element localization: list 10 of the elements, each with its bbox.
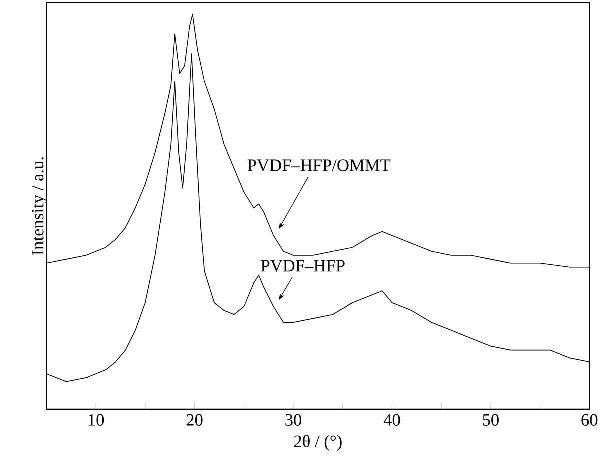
- x-axis-title: 2θ / (°): [294, 435, 342, 451]
- series-label: PVDF–HFP: [261, 260, 345, 272]
- x-tick-label: 30: [286, 414, 302, 426]
- y-axis-title: Intensity / a.u.: [32, 158, 48, 256]
- x-tick-label: 60: [582, 414, 598, 426]
- x-tick-label: 20: [186, 414, 203, 426]
- x-tick-label: 40: [384, 414, 400, 426]
- series-label: PVDF–HFP/OMMT: [248, 160, 391, 172]
- x-tick-label: 10: [88, 414, 104, 426]
- x-tick-label: 50: [483, 414, 499, 426]
